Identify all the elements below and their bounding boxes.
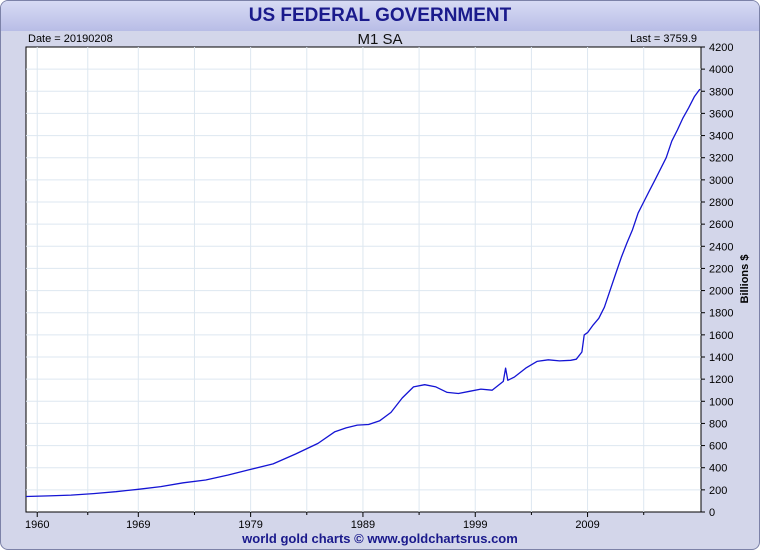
y-tick-label: 3800 bbox=[709, 86, 733, 98]
x-tick-label: 2009 bbox=[575, 519, 599, 531]
y-tick-label: 3400 bbox=[709, 131, 733, 143]
y-tick-label: 1600 bbox=[709, 330, 733, 342]
y-axis-title: Billions $ bbox=[739, 255, 751, 304]
y-tick-label: 2200 bbox=[709, 263, 733, 275]
y-tick-label: 600 bbox=[709, 441, 727, 453]
y-tick-label: 1200 bbox=[709, 374, 733, 386]
grid-lines bbox=[26, 47, 701, 512]
y-tick-label: 800 bbox=[709, 418, 727, 430]
y-tick-label: 1000 bbox=[709, 396, 733, 408]
date-label: Date = 20190208 bbox=[28, 33, 113, 45]
plot-area bbox=[25, 46, 702, 513]
title-banner: US FEDERAL GOVERNMENT bbox=[1, 1, 759, 31]
m1-series-line bbox=[25, 88, 701, 498]
y-tick-label: 3600 bbox=[709, 108, 733, 120]
y-tick-label: 2400 bbox=[709, 241, 733, 253]
x-tick-label: 1969 bbox=[126, 519, 150, 531]
y-tick-label: 0 bbox=[709, 507, 715, 519]
y-tick-label: 3200 bbox=[709, 153, 733, 165]
x-tick-label: 1999 bbox=[463, 519, 487, 531]
y-tick-label: 2000 bbox=[709, 286, 733, 298]
last-value-label: Last = 3759.9 bbox=[630, 33, 697, 45]
y-axis-labels: 0 200 400 600 800 1000 1200 1400 1600 1800 2000 220… bbox=[709, 42, 733, 519]
y-tick-label: 4200 bbox=[709, 42, 733, 54]
y-tick-label: 1800 bbox=[709, 308, 733, 320]
x-tick-label: 1989 bbox=[351, 519, 375, 531]
y-tick-label: 3000 bbox=[709, 175, 733, 187]
x-tick-label: 1960 bbox=[25, 519, 49, 531]
axis-ticks bbox=[36, 46, 705, 517]
series-title: M1 SA bbox=[357, 31, 403, 48]
chart-main-title: US FEDERAL GOVERNMENT bbox=[248, 5, 512, 26]
y-tick-label: 1400 bbox=[709, 352, 733, 364]
x-tick-label: 1979 bbox=[238, 519, 262, 531]
y-tick-label: 2800 bbox=[709, 197, 733, 209]
y-tick-label: 200 bbox=[709, 485, 727, 497]
x-axis-labels: 1960 1969 1979 1989 1999 2009 bbox=[25, 519, 600, 531]
y-tick-label: 2600 bbox=[709, 219, 733, 231]
y-tick-label: 4000 bbox=[709, 64, 733, 76]
footer-credit: world gold charts © www.goldchartsrus.co… bbox=[242, 531, 518, 546]
y-tick-label: 400 bbox=[709, 463, 727, 475]
